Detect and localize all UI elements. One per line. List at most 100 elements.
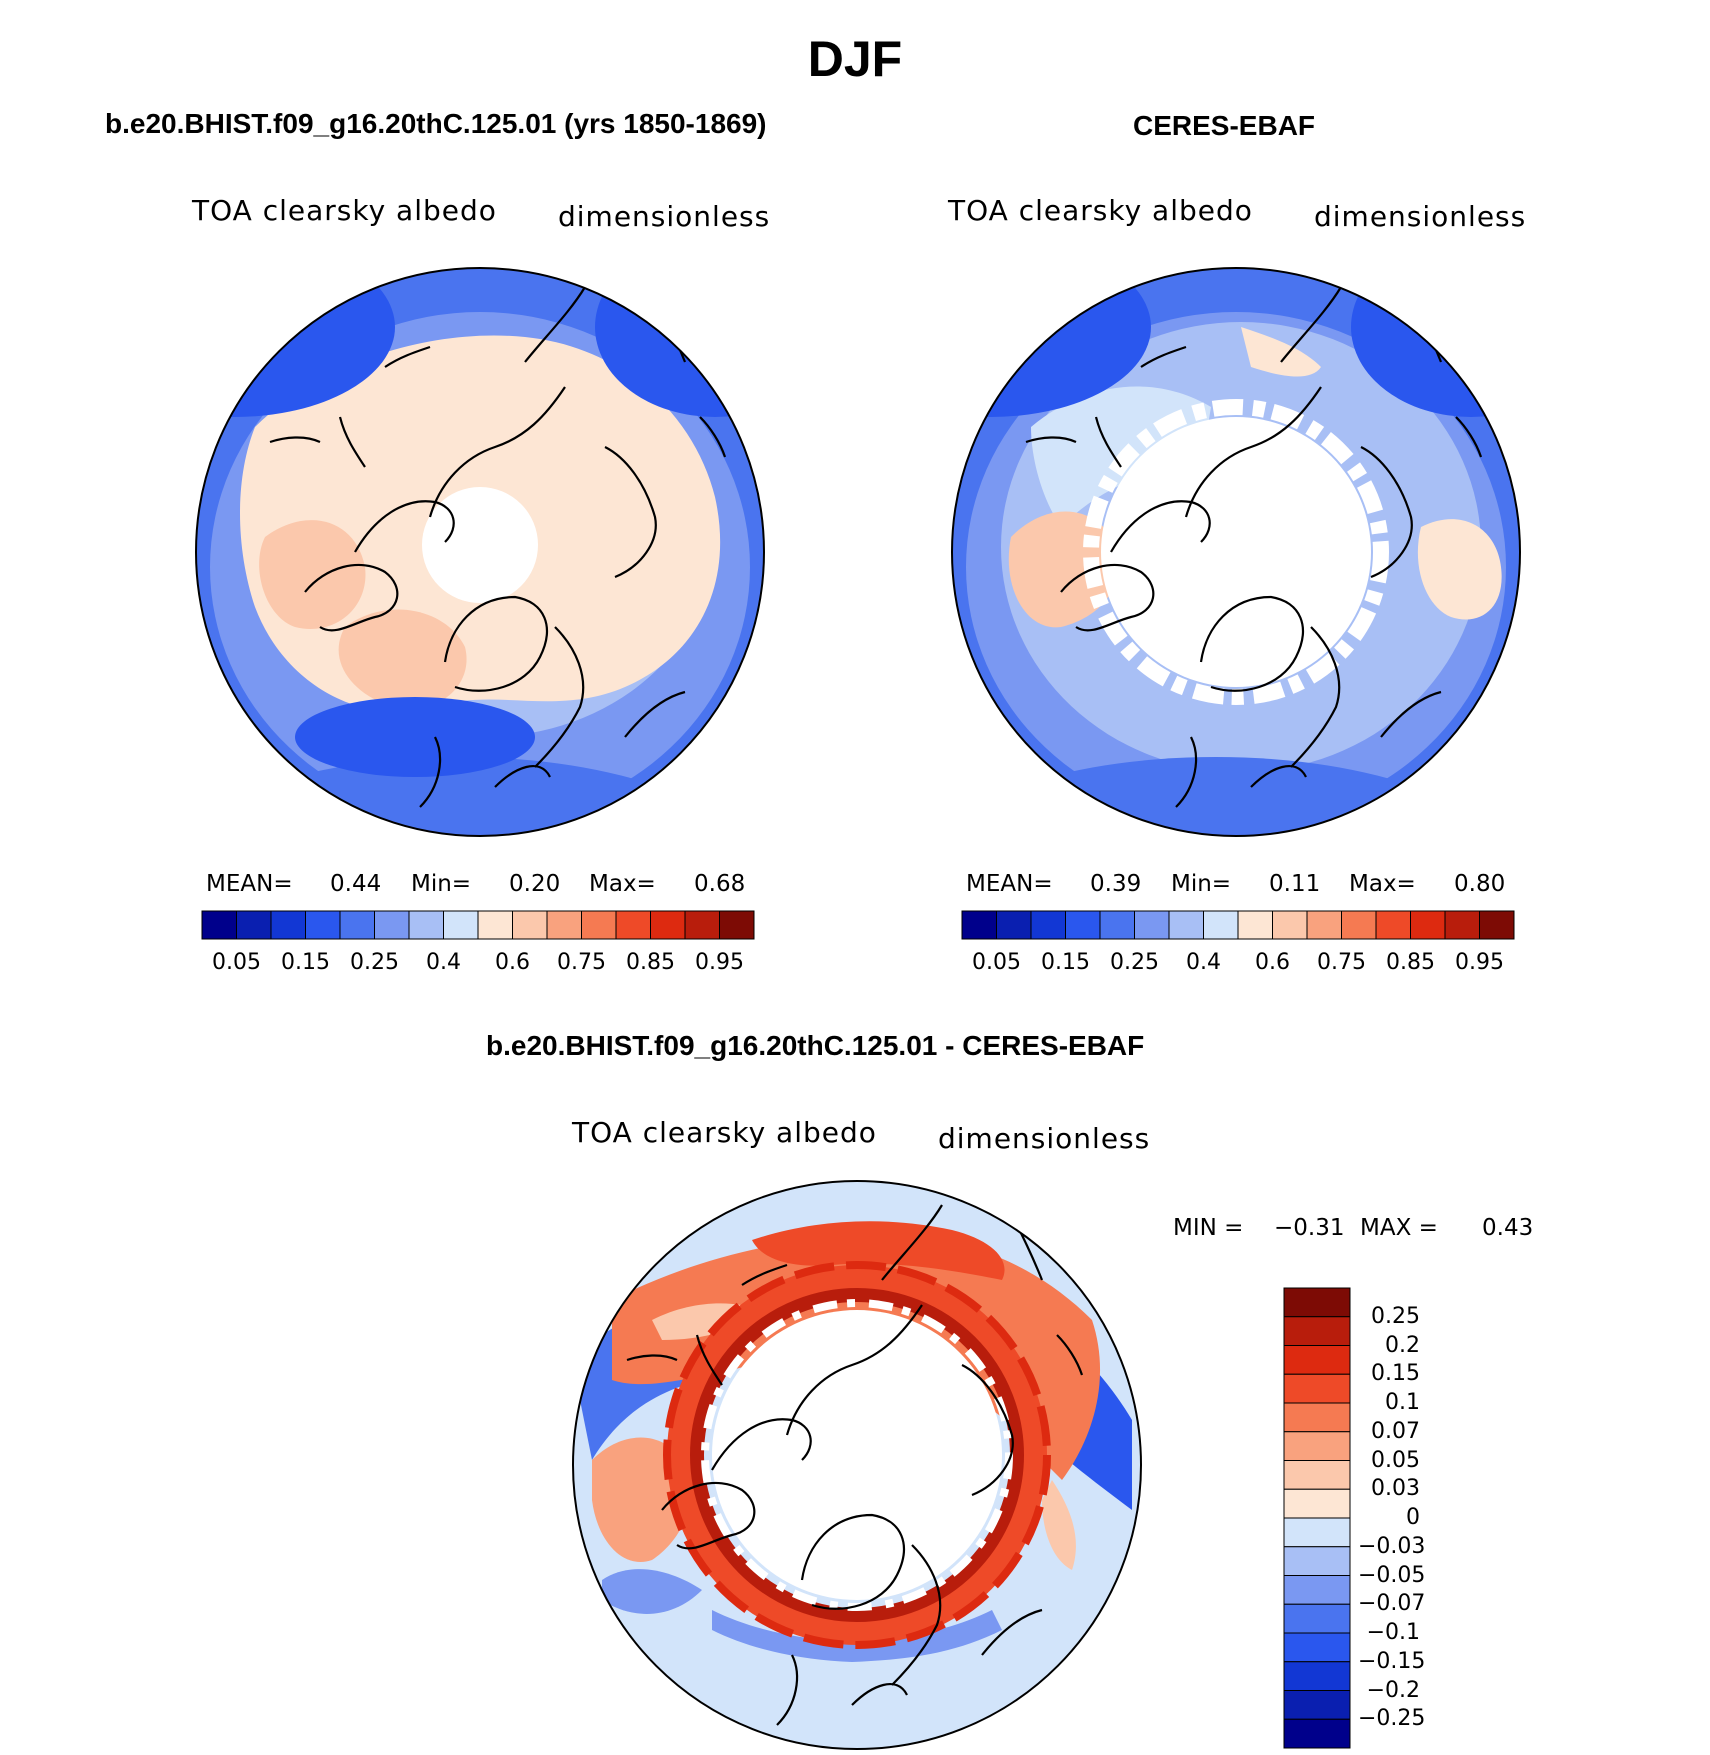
- colorbar-swatch: [719, 910, 755, 940]
- colorbar-tick-label: −0.25: [1358, 1706, 1426, 1732]
- colorbar-swatch: [1168, 910, 1204, 940]
- colorbar-swatch: [1306, 910, 1342, 940]
- colorbar-swatch: [650, 910, 686, 940]
- panel-2-min-value: 0.11: [1269, 871, 1321, 897]
- colorbar-swatch: [1237, 910, 1273, 940]
- colorbar-swatch: [1203, 910, 1239, 940]
- difference-max-value: 0.43: [1482, 1215, 1534, 1241]
- colorbar-tick-label: 0.85: [626, 950, 675, 975]
- panel-1-min-value: 0.20: [509, 871, 561, 897]
- colorbar-tick-label: 0: [1406, 1505, 1420, 1530]
- panel-2-max-label: Max=: [1349, 871, 1416, 897]
- colorbar-tick-label: 0.15: [1041, 950, 1090, 975]
- panel-1-min-label: Min=: [411, 871, 472, 897]
- colorbar-tick-label: 0.4: [1186, 950, 1221, 975]
- panel-2-min-label: Min=: [1171, 871, 1232, 897]
- colorbar-swatch: [1065, 910, 1101, 940]
- colorbar-tick-label: 0.25: [1110, 950, 1159, 975]
- colorbar-swatch: [961, 910, 997, 940]
- colorbar-tick-label: 0.05: [212, 950, 261, 975]
- panel-2-units: dimensionless: [1314, 200, 1527, 233]
- colorbar-swatch: [339, 910, 375, 940]
- colorbar-swatch: [1283, 1460, 1351, 1490]
- colorbar-swatch: [1479, 910, 1515, 940]
- colorbar-tick-label: 0.05: [972, 950, 1021, 975]
- colorbar-tick-label: −0.2: [1366, 1677, 1420, 1703]
- colorbar-tick-label: 0.25: [1371, 1303, 1420, 1329]
- difference-panel-units: dimensionless: [938, 1122, 1151, 1155]
- figure-title: DJF: [807, 31, 903, 87]
- colorbar-swatch: [512, 910, 548, 940]
- colorbar-swatch: [1283, 1402, 1351, 1433]
- colorbar-tick-label: 0.05: [1371, 1447, 1420, 1473]
- colorbar-tick-label: −0.05: [1358, 1562, 1426, 1588]
- panel-1-mean-label: MEAN=: [206, 871, 293, 897]
- colorbar-tick-label: 0.75: [1317, 950, 1366, 975]
- difference-polar-map: [572, 1180, 1142, 1750]
- colorbar-swatch: [1283, 1345, 1351, 1375]
- colorbar-swatch: [1283, 1546, 1351, 1576]
- panel-1-units: dimensionless: [558, 200, 771, 233]
- colorbar-swatch: [1134, 910, 1170, 940]
- colorbar-swatch: [1283, 1373, 1351, 1404]
- difference-min-label: MIN =: [1173, 1215, 1244, 1241]
- colorbar-swatch: [201, 910, 237, 940]
- colorbar-tick-label: 0.85: [1386, 950, 1435, 975]
- colorbar-tick-label: 0.95: [695, 950, 744, 975]
- colorbar-swatch: [1272, 910, 1308, 940]
- colorbar-tick-label: 0.2: [1385, 1332, 1420, 1358]
- colorbar-swatch: [581, 910, 617, 940]
- panel-1-max-label: Max=: [589, 871, 656, 897]
- colorbar-tick-label: 0.75: [557, 950, 606, 975]
- colorbar-swatch: [996, 910, 1032, 940]
- colorbar-tick-label: −0.15: [1358, 1648, 1426, 1674]
- difference-colorbar-labels: 0.25 0.2 0.15 0.1 0.07 0.05 0.03 0 −0.03 −0.05 −0.…: [1358, 1288, 1488, 1748]
- colorbar-swatch: [1283, 1517, 1351, 1548]
- colorbar-swatch: [477, 910, 513, 940]
- panel-1-variable: TOA clearsky albedo: [192, 194, 497, 227]
- colorbar-swatch: [1375, 910, 1411, 940]
- panel-1-max-value: 0.68: [694, 871, 746, 897]
- panel-1-polar-map: [195, 267, 765, 837]
- colorbar-swatch: [270, 910, 306, 940]
- colorbar-tick-label: 0.15: [1371, 1361, 1420, 1387]
- colorbar-swatch: [1410, 910, 1446, 940]
- colorbar-swatch: [1341, 910, 1377, 940]
- colorbar-swatch: [1283, 1316, 1351, 1346]
- colorbar-swatch: [615, 910, 651, 940]
- colorbar-tick-label: 0.1: [1385, 1390, 1420, 1415]
- colorbar-swatch: [1283, 1632, 1351, 1663]
- panel-2-colorbar: [961, 910, 1515, 940]
- colorbar-tick-label: 0.15: [281, 950, 330, 975]
- difference-max-label: MAX =: [1360, 1215, 1438, 1241]
- panel-1-colorbar: [201, 910, 755, 940]
- difference-panel-title: b.e20.BHIST.f09_g16.20thC.125.01 - CERES…: [486, 1030, 1145, 1061]
- panel-2-title: CERES-EBAF: [1133, 110, 1316, 141]
- colorbar-tick-label: 0.03: [1371, 1476, 1420, 1502]
- panel-2-mean-label: MEAN=: [966, 871, 1053, 897]
- panel-2-max-value: 0.80: [1454, 871, 1506, 897]
- colorbar-swatch: [1283, 1690, 1351, 1720]
- colorbar-tick-label: 0.6: [495, 950, 530, 975]
- panel-1-mean-value: 0.44: [330, 871, 382, 897]
- colorbar-swatch: [684, 910, 720, 940]
- colorbar-swatch: [1030, 910, 1066, 940]
- colorbar-swatch: [1283, 1488, 1351, 1519]
- colorbar-swatch: [1444, 910, 1480, 940]
- colorbar-swatch: [1283, 1431, 1351, 1461]
- colorbar-swatch: [1283, 1661, 1351, 1691]
- colorbar-tick-label: 0.6: [1255, 950, 1290, 975]
- panel-2-variable: TOA clearsky albedo: [948, 194, 1253, 227]
- colorbar-swatch: [408, 910, 444, 940]
- difference-panel-variable: TOA clearsky albedo: [572, 1116, 877, 1149]
- colorbar-tick-label: 0.95: [1455, 950, 1504, 975]
- panel-2-polar-map: [951, 267, 1521, 837]
- colorbar-swatch: [1283, 1718, 1351, 1749]
- colorbar-tick-label: −0.1: [1366, 1620, 1420, 1645]
- colorbar-tick-label: 0.4: [426, 950, 461, 975]
- difference-colorbar: [1283, 1287, 1351, 1749]
- colorbar-swatch: [305, 910, 341, 940]
- colorbar-swatch: [374, 910, 410, 940]
- panel-2-colorbar-labels: 0.05 0.15 0.25 0.4 0.6 0.75 0.85 0.95: [962, 950, 1514, 980]
- colorbar-swatch: [546, 910, 582, 940]
